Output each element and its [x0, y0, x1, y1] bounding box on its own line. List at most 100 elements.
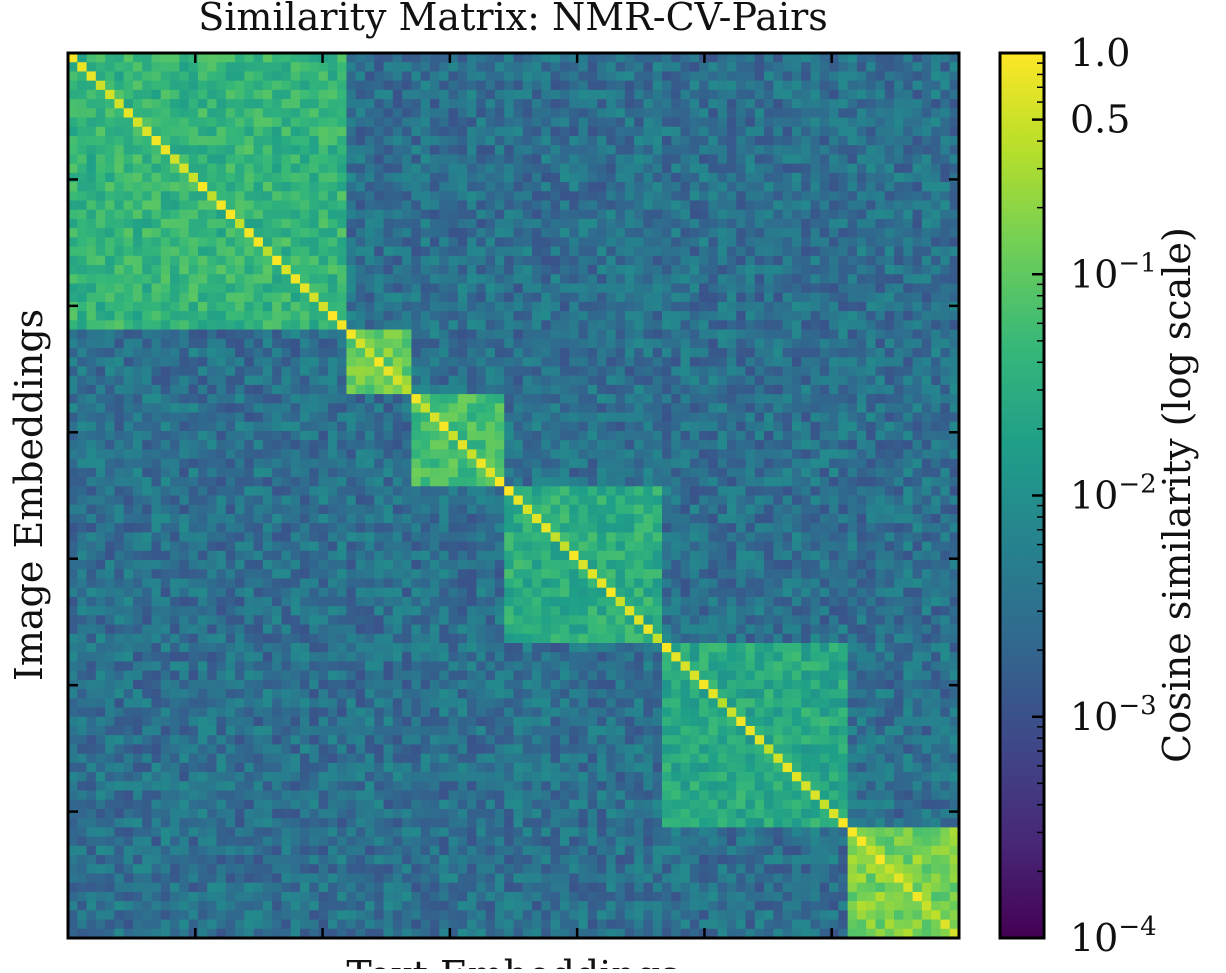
heatmap-cell: [374, 136, 384, 146]
heatmap-cell: [365, 154, 375, 164]
heatmap-cell: [541, 293, 551, 303]
heatmap-cell: [189, 118, 199, 128]
heatmap-cell: [374, 274, 384, 284]
heatmap-cell: [848, 228, 858, 238]
heatmap-cell: [281, 339, 291, 349]
heatmap-cell: [272, 164, 282, 174]
heatmap-cell: [504, 403, 514, 413]
heatmap-cell: [838, 403, 848, 413]
heatmap-cell: [801, 431, 811, 441]
heatmap-cell: [718, 523, 728, 533]
heatmap-cell: [653, 237, 663, 247]
heatmap-cell: [634, 505, 644, 515]
heatmap-cell: [170, 320, 180, 330]
heatmap-cell: [124, 311, 134, 321]
heatmap-cell: [291, 477, 301, 487]
heatmap-cell: [514, 320, 524, 330]
heatmap-cell: [439, 182, 449, 192]
heatmap-cell: [560, 274, 570, 284]
heatmap-cell: [801, 376, 811, 386]
heatmap-cell: [532, 357, 542, 367]
heatmap-cell: [838, 366, 848, 376]
heatmap-cell: [616, 201, 626, 211]
heatmap-cell: [281, 182, 291, 192]
heatmap-cell: [931, 164, 941, 174]
heatmap-cell: [179, 376, 189, 386]
heatmap-cell: [152, 477, 162, 487]
heatmap-cell: [922, 173, 932, 183]
heatmap-cell: [217, 376, 227, 386]
heatmap-cell: [458, 403, 468, 413]
heatmap-cell: [114, 265, 124, 275]
heatmap-cell: [105, 357, 115, 367]
heatmap-cell: [328, 237, 338, 247]
heatmap-cell: [254, 505, 264, 515]
heatmap-cell: [931, 422, 941, 432]
heatmap-cell: [152, 496, 162, 506]
heatmap-cell: [838, 201, 848, 211]
heatmap-cell: [541, 164, 551, 174]
heatmap-cell: [606, 265, 616, 275]
heatmap-cell: [179, 127, 189, 137]
heatmap-cell: [913, 62, 923, 72]
heatmap-cell: [254, 265, 264, 275]
heatmap-cell: [514, 283, 524, 293]
heatmap-cell: [189, 127, 199, 137]
heatmap-cell: [848, 164, 858, 174]
heatmap-cell: [105, 394, 115, 404]
heatmap-cell: [272, 357, 282, 367]
heatmap-cell: [783, 256, 793, 266]
heatmap-cell: [773, 376, 783, 386]
heatmap-cell: [811, 348, 821, 358]
heatmap-cell: [105, 127, 115, 137]
heatmap-cell: [161, 228, 171, 238]
heatmap-cell: [235, 154, 245, 164]
heatmap-cell: [402, 219, 412, 229]
heatmap-cell: [384, 431, 394, 441]
heatmap-cell: [439, 366, 449, 376]
heatmap-cell: [746, 90, 756, 100]
heatmap-cell: [365, 274, 375, 284]
heatmap-cell: [142, 486, 152, 496]
heatmap-cell: [365, 283, 375, 293]
heatmap-cell: [662, 293, 672, 303]
heatmap-cell: [903, 339, 913, 349]
heatmap-cell: [783, 210, 793, 220]
heatmap-cell: [653, 118, 663, 128]
heatmap-cell: [588, 283, 598, 293]
heatmap-cell: [634, 459, 644, 469]
heatmap-cell: [773, 449, 783, 459]
heatmap-cell: [662, 357, 672, 367]
heatmap-cell: [152, 90, 162, 100]
heatmap-cell: [467, 459, 477, 469]
heatmap-cell: [940, 164, 950, 174]
heatmap-cell: [523, 228, 533, 238]
heatmap-cell: [142, 173, 152, 183]
heatmap-cell: [764, 265, 774, 275]
heatmap-cell: [291, 496, 301, 506]
heatmap-cell: [207, 330, 217, 340]
heatmap-cell: [87, 523, 97, 533]
heatmap-cell: [597, 357, 607, 367]
heatmap-cell: [913, 265, 923, 275]
heatmap-cell: [449, 514, 459, 524]
heatmap-cell: [179, 283, 189, 293]
heatmap-cell: [198, 247, 208, 257]
heatmap-cell: [384, 348, 394, 358]
heatmap-cell: [783, 330, 793, 340]
heatmap-cell: [866, 311, 876, 321]
heatmap-cell: [384, 514, 394, 524]
heatmap-cell: [541, 366, 551, 376]
heatmap-cell: [643, 330, 653, 340]
heatmap-cell: [384, 523, 394, 533]
heatmap-cell: [411, 154, 421, 164]
heatmap-cell: [430, 108, 440, 118]
heatmap-cell: [207, 62, 217, 72]
heatmap-cell: [922, 330, 932, 340]
heatmap-cell: [226, 201, 236, 211]
heatmap-cell: [606, 136, 616, 146]
heatmap-cell: [625, 486, 635, 496]
heatmap-cell: [727, 320, 737, 330]
heatmap-cell: [114, 486, 124, 496]
heatmap-cell: [96, 71, 106, 81]
